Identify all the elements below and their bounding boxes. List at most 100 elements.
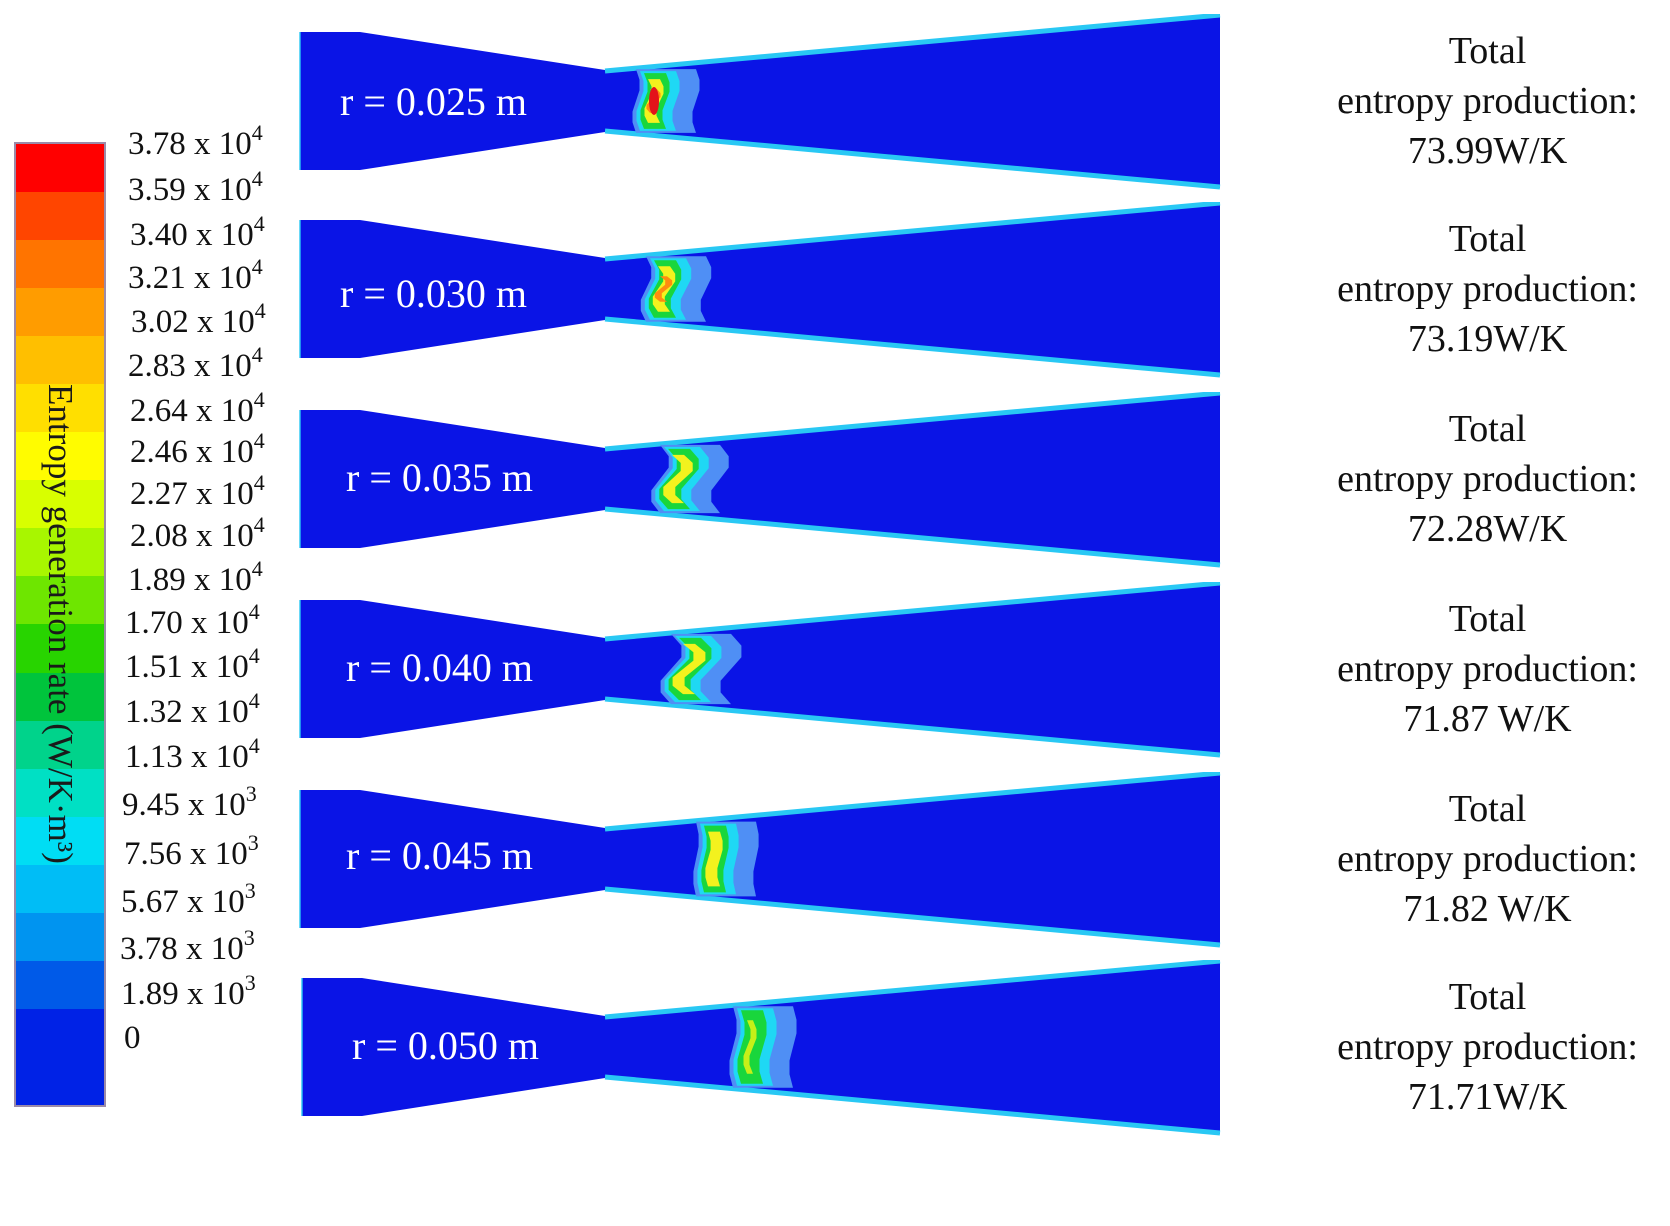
tick-mantissa: 2.08 x 10 [130,518,254,554]
colorbar-band [16,432,104,481]
lower-wall-layer [604,1074,1221,1136]
colorbar-tick-label: 2.46 x 104 [130,430,265,470]
tick-exponent: 3 [245,781,257,806]
colorbar-tick-label: 2.64 x 104 [130,389,265,429]
tick-exponent: 4 [251,120,263,145]
upper-wall-layer [604,960,1221,1020]
colorbar-tick-label: 1.32 x 104 [125,690,260,729]
radius-label: r = 0.025 m [340,79,527,124]
entropy-production-entropy-text: entropy production: [1337,268,1638,310]
tick-mantissa: 2.46 x 10 [130,434,254,470]
tick-mantissa: 1.70 x 10 [125,605,249,641]
colorbar-band [16,384,104,433]
upper-wall-layer [604,392,1221,452]
nozzle-case: r = 0.050 m Total entropy production: 71.71… [0,960,1670,1160]
tick-mantissa: 3.78 x 10 [120,931,244,967]
tick-exponent: 3 [244,970,256,995]
colorbar-tick-label: 9.45 x 103 [122,783,257,823]
entropy-production-entropy-text: entropy production: [1337,838,1638,880]
nozzle-case: r = 0.040 m Total entropy production: 71.87… [0,582,1670,782]
entropy-production-value: 71.87 W/K [1403,698,1572,740]
tick-mantissa: 5.67 x 10 [121,884,245,920]
colorbar-band [16,336,104,385]
colorbar-band [16,912,104,961]
nozzle-contour [299,202,1221,378]
colorbar-band [16,288,104,337]
tick-exponent: 4 [248,599,260,624]
shock-yellow-core [672,643,706,695]
tick-exponent: 3 [243,925,255,950]
tick-mantissa: 1.51 x 10 [125,649,249,685]
entropy-production-label: Total entropy production: 73.19W/K [1305,214,1670,364]
colorbar-band [16,864,104,913]
tick-mantissa: 1.13 x 10 [125,739,249,775]
tick-mantissa: 9.45 x 10 [122,787,246,823]
upper-wall-layer [604,14,1221,74]
nozzle-case: r = 0.025 m Total entropy production: 73.99… [0,14,1670,214]
colorbar [14,142,106,1107]
lower-wall-layer [604,506,1221,568]
colorbar-band [16,480,104,529]
colorbar-tick-label: 1.89 x 103 [121,972,256,1011]
entropy-production-label: Total entropy production: 73.99W/K [1305,26,1670,176]
shock-orange-core [654,276,673,302]
nozzle-case: r = 0.045 m Total entropy production: 71.82… [0,772,1670,972]
colorbar-band [16,240,104,289]
colorbar-tick-label: 3.78 x 104 [128,122,263,162]
tick-exponent: 3 [247,830,259,855]
colorbar-band [16,960,104,1009]
tick-mantissa: 1.89 x 10 [128,562,252,598]
tick-exponent: 3 [244,878,256,903]
colorbar-tick-label: 3.21 x 104 [128,256,263,295]
colorbar-tick-label: 0 [124,1022,141,1055]
entropy-production-label: Total entropy production: 71.87 W/K [1305,594,1670,744]
tick-exponent: 4 [248,733,260,758]
tick-exponent: 4 [251,254,263,279]
colorbar-tick-label: 2.08 x 104 [130,514,265,554]
upper-wall-layer [604,582,1221,642]
nozzle-contour [299,392,1221,568]
entropy-production-value: 71.82 W/K [1403,888,1572,930]
tick-exponent: 4 [253,387,265,412]
colorbar-tick-label: 1.89 x 104 [128,558,263,598]
tick-mantissa: 3.02 x 10 [131,304,255,340]
lower-wall-layer [604,128,1221,190]
entropy-production-entropy-text: entropy production: [1337,458,1638,500]
tick-exponent: 4 [253,470,265,495]
flow-field [300,14,1220,188]
tick-exponent: 4 [248,643,260,668]
tick-mantissa: 2.64 x 10 [130,393,254,429]
tick-exponent: 4 [251,342,263,367]
tick-exponent: 4 [253,428,265,453]
colorbar-tick-label: 5.67 x 103 [121,880,256,920]
nozzle-contour [301,960,1221,1136]
entropy-production-value: 73.19W/K [1407,318,1568,360]
flow-field [300,772,1220,946]
entropy-production-total-text: Total [1448,218,1527,260]
colorbar-band [16,768,104,817]
entropy-production-label: Total entropy production: 72.28W/K [1305,404,1670,554]
colorbar-band [16,624,104,673]
entropy-production-total-text: Total [1448,976,1527,1018]
colorbar-tick-label: 3.59 x 104 [128,168,263,208]
nozzle-case: r = 0.030 m Total entropy production: 73.19… [0,202,1670,402]
tick-exponent: 4 [253,211,265,236]
tick-exponent: 4 [251,556,263,581]
colorbar-band [16,576,104,625]
radius-label: r = 0.050 m [352,1023,539,1068]
nozzle-contour [299,14,1221,190]
entropy-production-total-text: Total [1448,598,1527,640]
colorbar-tick-label: 2.83 x 104 [128,344,263,383]
colorbar-band [16,1008,104,1105]
tick-mantissa: 3.59 x 10 [128,172,252,208]
entropy-production-value: 72.28W/K [1407,508,1568,550]
colorbar-band [16,144,104,193]
tick-mantissa: 3.78 x 10 [128,126,252,162]
shock-lime-core [743,1020,757,1074]
colorbar-tick-label: 1.13 x 104 [125,735,260,775]
colorbar-tick-label: 3.78 x 103 [120,927,255,967]
tick-mantissa: 7.56 x 10 [124,836,248,872]
tick-mantissa: 3.40 x 10 [130,217,254,253]
entropy-production-total-text: Total [1448,30,1527,72]
